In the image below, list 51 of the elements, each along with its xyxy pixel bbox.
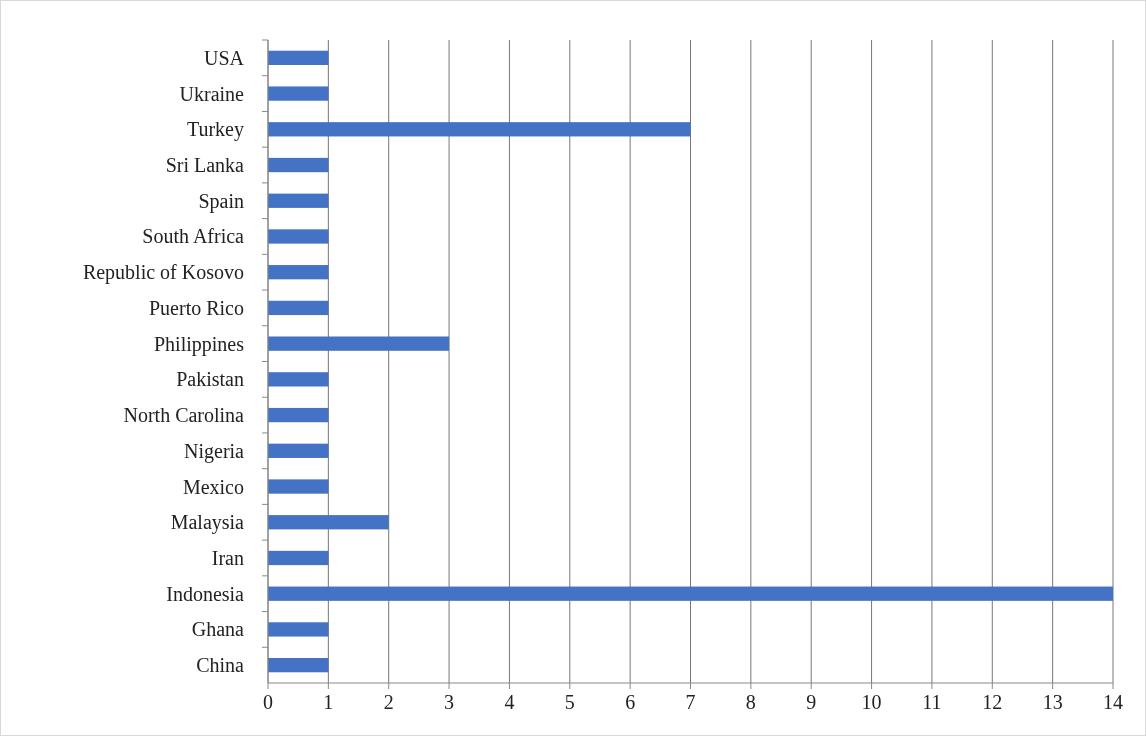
x-tick-label: 4	[504, 691, 515, 713]
bar	[268, 550, 329, 566]
x-tick-label: 0	[263, 691, 273, 713]
y-tick-label: Republic of Kosovo	[82, 261, 244, 285]
x-tick-label: 3	[444, 691, 455, 713]
y-tick-label: North Carolina	[123, 404, 245, 427]
x-tick-label: 2	[383, 691, 394, 713]
bar	[268, 515, 389, 530]
bar	[268, 50, 329, 66]
bar	[268, 157, 329, 173]
x-tick-label: 14	[1103, 691, 1123, 713]
bar	[268, 657, 329, 673]
x-tick-label: 11	[922, 691, 942, 713]
y-tick-label: Sri Lanka	[165, 154, 245, 177]
x-tick-label: 1	[323, 691, 334, 713]
bar	[268, 300, 329, 316]
y-tick-label: USA	[203, 46, 245, 69]
x-tick-label: 7	[685, 691, 696, 713]
y-tick-label: China	[196, 654, 245, 677]
bar	[268, 443, 329, 458]
bar	[268, 372, 329, 387]
y-tick-label: Ghana	[191, 618, 245, 641]
y-tick-label: Malaysia	[170, 511, 245, 535]
bar	[268, 622, 329, 637]
bar	[268, 229, 329, 244]
bar	[268, 407, 329, 423]
y-tick-label: Ukraine	[179, 82, 245, 105]
x-tick-label: 8	[745, 691, 756, 713]
y-tick-label: Turkey	[186, 118, 244, 142]
y-tick-label: Nigeria	[184, 439, 245, 463]
x-tick-label: 6	[625, 691, 636, 713]
bar	[268, 586, 1113, 601]
y-tick-label: Philippines	[153, 332, 245, 356]
y-tick-label: Spain	[198, 189, 244, 213]
x-tick-label: 9	[806, 691, 817, 713]
y-tick-label: Puerto Rico	[149, 296, 244, 319]
y-tick-label: Iran	[211, 546, 244, 569]
y-tick-label: Mexico	[182, 475, 244, 498]
x-tick-label: 5	[564, 691, 575, 713]
x-tick-label: 10	[861, 691, 882, 713]
bar	[268, 86, 329, 101]
y-tick-label: Indonesia	[166, 582, 245, 605]
y-tick-label: South Africa	[142, 225, 245, 248]
bar	[268, 122, 691, 137]
bar	[268, 265, 329, 280]
x-tick-label: 12	[982, 691, 1003, 713]
bar	[268, 479, 329, 494]
bar	[268, 193, 329, 208]
x-tick-label: 13	[1042, 691, 1063, 713]
bar	[268, 336, 450, 351]
y-tick-label: Pakistan	[176, 368, 244, 391]
